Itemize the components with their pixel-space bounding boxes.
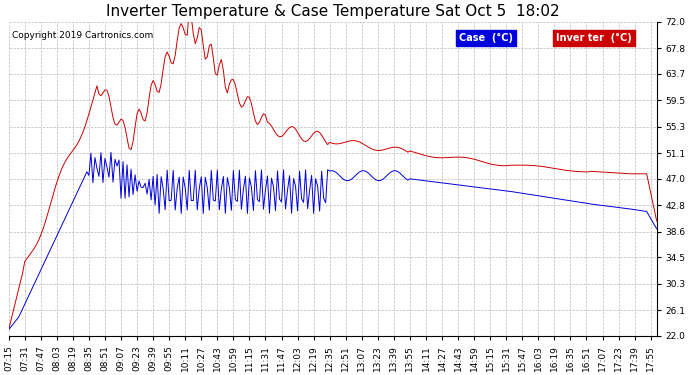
Text: Copyright 2019 Cartronics.com: Copyright 2019 Cartronics.com (12, 31, 153, 40)
Text: Case  (°C): Case (°C) (459, 33, 513, 43)
Text: Inver ter  (°C): Inver ter (°C) (556, 33, 632, 43)
Title: Inverter Temperature & Case Temperature Sat Oct 5  18:02: Inverter Temperature & Case Temperature … (106, 4, 560, 19)
